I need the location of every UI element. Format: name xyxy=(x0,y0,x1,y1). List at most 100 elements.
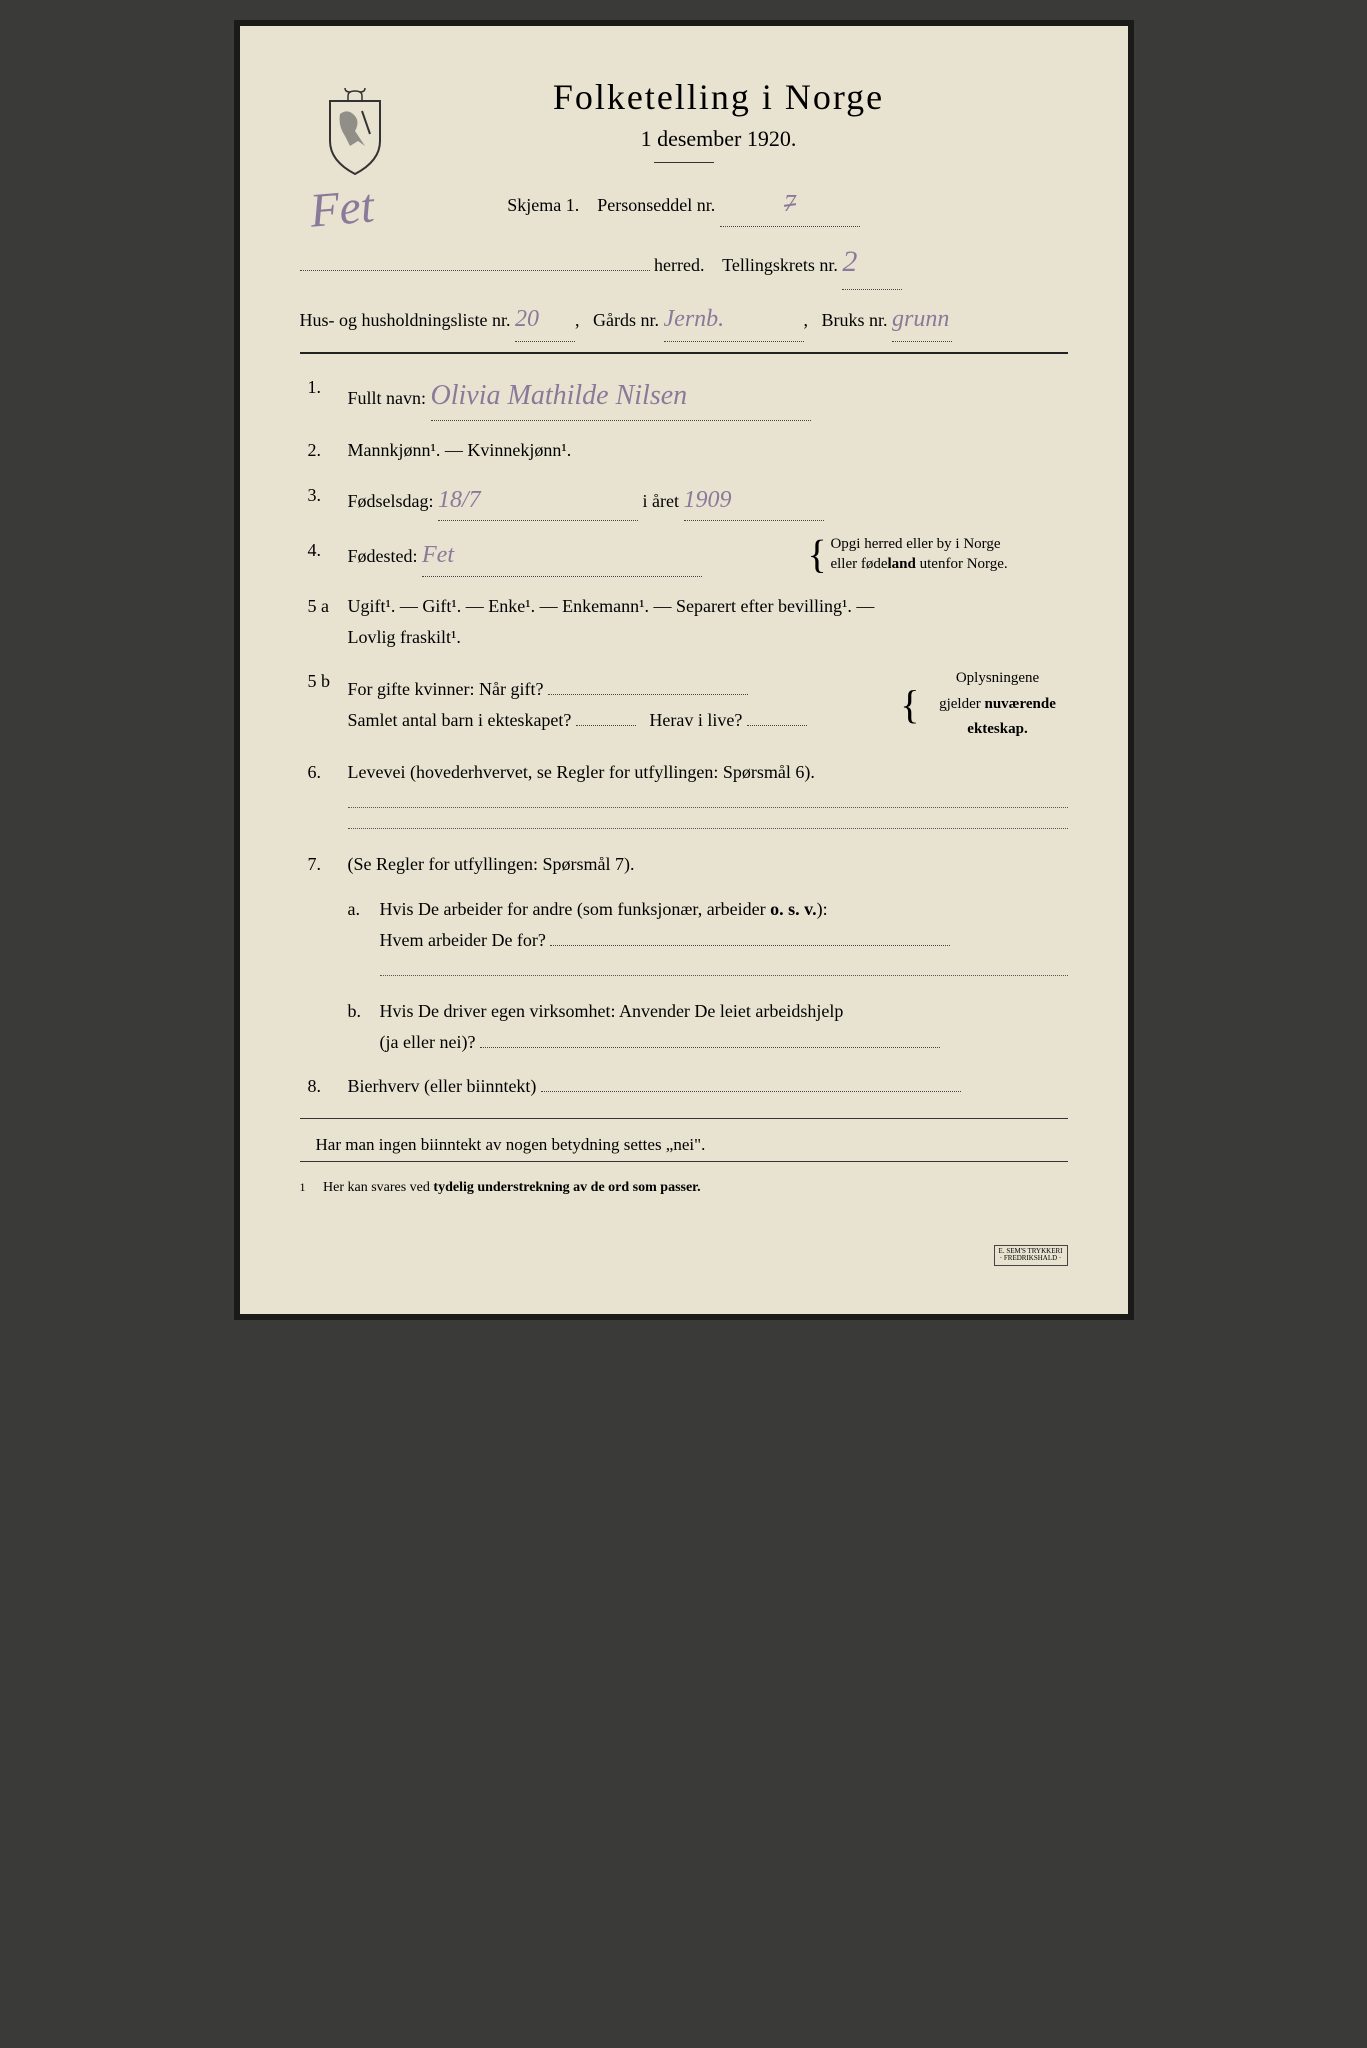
header: Folketelling i Norge 1 desember 1920. xyxy=(300,76,1068,163)
footnote-marker: 1 xyxy=(300,1180,320,1195)
questions-list: 1. Fullt navn: Olivia Mathilde Nilsen 2.… xyxy=(300,372,1068,1196)
question-3: 3. Fødselsdag: 18/7 i året 1909 xyxy=(300,480,1068,522)
page-title: Folketelling i Norge xyxy=(370,76,1068,118)
blank-line[interactable] xyxy=(348,828,1068,829)
q7b-text2: (ja eller nei)? xyxy=(380,1032,476,1052)
q5b-line2a: Samlet antal barn i ekteskapet? xyxy=(348,710,572,730)
q8-number: 8. xyxy=(308,1071,322,1102)
q4-note-bottom: eller fødeland utenfor Norge. xyxy=(830,556,1007,572)
census-date: 1 desember 1920. xyxy=(370,126,1068,152)
schema-line: Skjema 1. Personseddel nr. 7 xyxy=(300,183,1068,227)
q5b-line2b: Herav i live? xyxy=(649,710,742,730)
hired-help-field[interactable] xyxy=(480,1047,940,1048)
personseddel-value: 7 xyxy=(784,191,796,217)
q7a-letter: a. xyxy=(348,894,361,925)
q1-label: Fullt navn: xyxy=(348,388,427,408)
q4-value: Fet xyxy=(422,542,454,568)
question-5b: 5 b For gifte kvinner: Når gift? Samlet … xyxy=(300,666,1068,743)
question-7b: b. Hvis De driver egen virksomhet: Anven… xyxy=(300,996,1068,1057)
q5a-number: 5 a xyxy=(308,591,330,622)
q6-text: Levevei (hovederhvervet, se Regler for u… xyxy=(348,762,815,782)
q3-year-value: 1909 xyxy=(684,487,732,513)
q7-number: 7. xyxy=(308,849,322,880)
bruks-value: grunn xyxy=(892,306,949,332)
question-2: 2. Mannkjønn¹. — Kvinnekjønn¹. xyxy=(300,435,1068,466)
q7b-text1: Hvis De driver egen virksomhet: Anvender… xyxy=(380,1001,844,1021)
census-form-page: Folketelling i Norge 1 desember 1920. Fe… xyxy=(234,20,1134,1320)
divider xyxy=(300,1118,1068,1119)
q3-year-label: i året xyxy=(643,491,679,511)
q5b-note-bottom: ekteskap. xyxy=(967,721,1027,737)
birthday-field[interactable]: 18/7 xyxy=(438,480,638,522)
skjema-label: Skjema 1. xyxy=(507,195,579,215)
herred-label: herred. xyxy=(654,255,704,275)
footnote: 1 Her kan svares ved tydelig understrekn… xyxy=(300,1180,1068,1196)
employer-field[interactable] xyxy=(550,945,950,946)
blank-line[interactable] xyxy=(380,975,1068,976)
tellingskrets-label: Tellingskrets nr. xyxy=(722,255,838,275)
herred-line: herred. Tellingskrets nr. 2 xyxy=(300,235,1068,290)
printer-line2: · FREDRIKSHALD · xyxy=(1000,1254,1061,1262)
question-8: 8. Bierhverv (eller biinntekt) xyxy=(300,1071,1068,1102)
gards-value: Jernb. xyxy=(664,306,725,332)
question-1: 1. Fullt navn: Olivia Mathilde Nilsen xyxy=(300,372,1068,421)
q5b-note-top: Oplysningene xyxy=(956,670,1039,686)
q4-number: 4. xyxy=(308,535,322,566)
blank-line[interactable] xyxy=(348,807,1068,808)
tellingskrets-value: 2 xyxy=(842,245,857,278)
name-field[interactable]: Olivia Mathilde Nilsen xyxy=(431,372,811,421)
q8-label: Bierhverv (eller biinntekt) xyxy=(348,1076,537,1096)
q5b-intro: For gifte kvinner: Når gift? xyxy=(348,679,544,699)
printer-stamp: E. SEM'S TRYKKERI · FREDRIKSHALD · xyxy=(994,1245,1068,1266)
q3-label: Fødselsdag: xyxy=(348,491,434,511)
q7-intro: (Se Regler for utfyllingen: Spørsmål 7). xyxy=(348,854,635,874)
birthyear-field[interactable]: 1909 xyxy=(684,480,824,522)
question-5a: 5 a Ugift¹. — Gift¹. — Enke¹. — Enkemann… xyxy=(300,591,1068,652)
question-6: 6. Levevei (hovederhvervet, se Regler fo… xyxy=(300,757,1068,788)
q5b-note-mid: gjelder nuværende xyxy=(939,696,1056,712)
q3-number: 3. xyxy=(308,480,322,511)
q3-day-value: 18/7 xyxy=(438,487,481,513)
children-total-field[interactable] xyxy=(576,725,636,726)
footnote-text: Her kan svares ved tydelig understreknin… xyxy=(323,1180,701,1195)
personseddel-field[interactable]: 7 xyxy=(720,183,860,227)
bruks-field[interactable]: grunn xyxy=(892,298,952,342)
husliste-value: 20 xyxy=(515,306,539,332)
q7b-letter: b. xyxy=(348,996,362,1027)
q1-value: Olivia Mathilde Nilsen xyxy=(431,380,688,411)
marriage-year-field[interactable] xyxy=(548,694,748,695)
q4-side-note: { Opgi herred eller by i Norge eller fød… xyxy=(808,535,1068,574)
q6-number: 6. xyxy=(308,757,322,788)
personseddel-label: Personseddel nr. xyxy=(597,195,715,215)
q7a-text1: Hvis De arbeider for andre (som funksjon… xyxy=(380,899,828,919)
question-4: 4. Fødested: Fet { Opgi herred eller by … xyxy=(300,535,1068,577)
q2-text: Mannkjønn¹. — Kvinnekjønn¹. xyxy=(348,440,572,460)
tellingskrets-field[interactable]: 2 xyxy=(842,235,902,290)
husliste-line: Hus- og husholdningsliste nr. 20, Gårds … xyxy=(300,298,1068,342)
coat-of-arms-icon xyxy=(320,86,390,176)
q7a-text2: Hvem arbeider De for? xyxy=(380,930,546,950)
bruks-label: Bruks nr. xyxy=(822,310,888,330)
footer-note: Har man ingen biinntekt av nogen betydni… xyxy=(300,1135,1068,1155)
q5a-text: Ugift¹. — Gift¹. — Enke¹. — Enkemann¹. —… xyxy=(348,596,875,616)
gards-field[interactable]: Jernb. xyxy=(664,298,804,342)
divider xyxy=(654,162,714,163)
q5a-text2: Lovlig fraskilt¹. xyxy=(348,627,461,647)
q4-label: Fødested: xyxy=(348,546,418,566)
q5b-number: 5 b xyxy=(308,666,331,697)
husliste-field[interactable]: 20 xyxy=(515,298,575,342)
footnote-divider xyxy=(300,1161,1068,1162)
q2-number: 2. xyxy=(308,435,322,466)
gards-label: Gårds nr. xyxy=(593,310,659,330)
secondary-occupation-field[interactable] xyxy=(541,1091,961,1092)
question-7: 7. (Se Regler for utfyllingen: Spørsmål … xyxy=(300,849,1068,880)
husliste-label: Hus- og husholdningsliste nr. xyxy=(300,310,511,330)
question-7a: a. Hvis De arbeider for andre (som funks… xyxy=(300,894,1068,955)
birthplace-field[interactable]: Fet xyxy=(422,535,702,577)
brace-icon: { xyxy=(900,695,919,715)
q4-note-top: Opgi herred eller by i Norge xyxy=(830,536,1000,552)
section-divider xyxy=(300,352,1068,354)
children-alive-field[interactable] xyxy=(747,725,807,726)
q1-number: 1. xyxy=(308,372,322,403)
herred-field[interactable] xyxy=(300,270,650,271)
